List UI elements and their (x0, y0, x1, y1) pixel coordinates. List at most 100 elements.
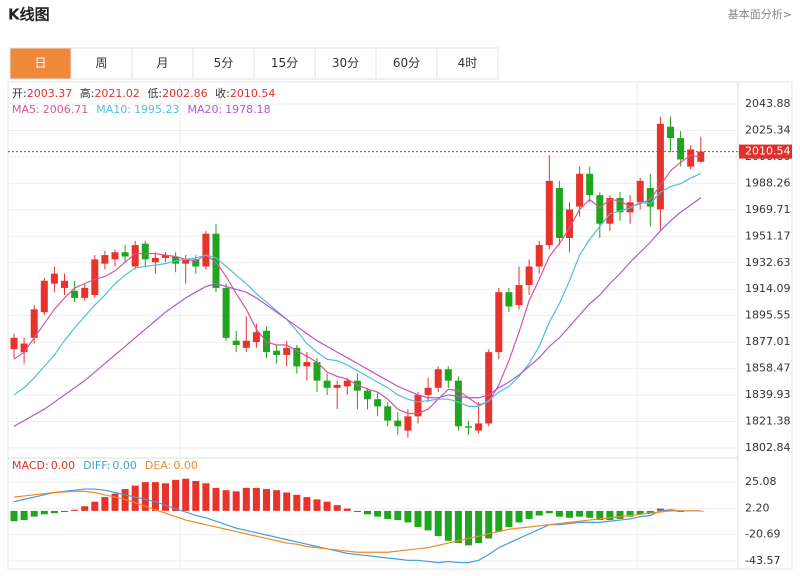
y-tick-label: -20.69 (745, 528, 780, 541)
macd-bar (20, 510, 28, 521)
ma-legend: MA5: 2006.71 MA10: 1995.23 MA20: 1978.18 (12, 103, 271, 116)
candle-body (323, 380, 331, 388)
period-tabs: 日 周 月 5分 15分 30分 60分 4时 (9, 47, 499, 80)
info-value: 2002.86 (162, 87, 208, 100)
macd-bar (586, 510, 594, 518)
candle-body (50, 273, 58, 284)
macd-value: 0.00 (112, 459, 137, 472)
ma-name: MA5: (12, 103, 40, 116)
candle-body (61, 280, 68, 288)
candle-body (293, 347, 301, 367)
macd-bar (404, 510, 412, 523)
macd-value: 0.00 (173, 459, 198, 472)
macd-bar (71, 509, 79, 511)
candle-body (626, 202, 634, 213)
macd-value: 0.00 (51, 459, 76, 472)
candle-body (454, 380, 462, 427)
candle-body (606, 198, 614, 224)
tab-label[interactable]: 60分 (393, 56, 420, 70)
macd-bar (414, 510, 422, 527)
candle-body (505, 292, 513, 307)
macd-bar (222, 490, 230, 511)
tab[interactable] (9, 47, 72, 80)
candle-body (303, 362, 311, 367)
macd-bar (475, 510, 483, 544)
candle-body (495, 292, 503, 353)
macd-bar (293, 494, 301, 511)
candle-body (616, 198, 624, 213)
tab[interactable] (436, 47, 499, 80)
macd-bar (212, 487, 220, 511)
tab-label[interactable]: 15分 (271, 56, 298, 70)
y-tick-label: 1969.71 (745, 203, 791, 216)
candle-body (353, 380, 361, 391)
macd-bar (91, 501, 99, 511)
macd-bar (566, 510, 573, 518)
candle-body (444, 369, 452, 381)
y-tick-label: 1895.55 (745, 309, 791, 322)
macd-bar (505, 510, 513, 527)
y-tick-label: 1821.38 (745, 414, 791, 427)
candle-body (656, 123, 664, 210)
tab-label[interactable]: 日 (34, 56, 46, 70)
macd-bar (555, 510, 563, 517)
macd-bar (182, 478, 190, 511)
candle-body (596, 195, 604, 224)
info-value: 2021.02 (94, 87, 140, 100)
ohlc-info: 开:2003.37 高:2021.02 低:2002.86 收:2010.54 (12, 86, 275, 100)
y-tick-label: 1802.84 (745, 441, 791, 454)
tab-label[interactable]: 5分 (214, 56, 234, 70)
macd-bar (616, 510, 624, 519)
candle-body (384, 406, 392, 421)
dea-line (13, 490, 701, 553)
candle-body (414, 394, 422, 417)
candle-body (475, 423, 483, 431)
candle-body (20, 343, 28, 353)
ma-line (13, 154, 701, 415)
macd-legend: MACD: 0.00 DIFF: 0.00 DEA: 0.00 (12, 459, 198, 472)
tab-label[interactable]: 4时 (458, 56, 478, 70)
y-tick-label: -43.57 (745, 554, 780, 567)
macd-bar (313, 499, 321, 511)
macd-bar (131, 485, 139, 511)
candle-body (374, 399, 382, 407)
y-tick-label: 25.08 (745, 475, 777, 488)
candle-body (182, 259, 190, 264)
candle-body (576, 173, 584, 207)
candle-body (343, 380, 351, 387)
y-tick-label: 2025.34 (745, 123, 791, 136)
macd-bar (263, 489, 270, 511)
candle-body (485, 352, 493, 424)
candle-body (636, 180, 644, 203)
y-tick-label: 1914.09 (745, 282, 791, 295)
ma-value: 2006.71 (43, 103, 89, 116)
candle-body (566, 209, 573, 238)
info-label: 高: (80, 86, 95, 100)
macd-bar (283, 492, 291, 511)
tab-label[interactable]: 周 (95, 56, 107, 70)
candle-body (687, 149, 695, 167)
ma-value: 1995.23 (134, 103, 180, 116)
macd-bar (232, 491, 240, 511)
candle-body (162, 255, 169, 258)
y-tick-label: 2.20 (745, 501, 770, 514)
macd-name: DIFF: (83, 459, 110, 472)
tab-label[interactable]: 30分 (332, 56, 359, 70)
candle-body (515, 285, 523, 306)
candle-body (172, 256, 180, 264)
fundamental-link[interactable]: 基本面分析> (728, 7, 792, 21)
macd-bar (636, 510, 644, 515)
macd-bar (141, 482, 149, 511)
ma-name: MA20: (187, 103, 222, 116)
macd-name: DEA: (145, 459, 171, 472)
y-tick-label: 1877.01 (745, 335, 791, 348)
candle-body (71, 290, 79, 298)
widget-title: K线图 (8, 6, 50, 24)
macd-bar (343, 508, 351, 511)
info-label: 收: (215, 86, 230, 100)
candle-body (404, 416, 412, 431)
macd-bar (535, 510, 543, 516)
tab[interactable] (70, 47, 133, 80)
macd-bar (434, 510, 442, 537)
tab-label[interactable]: 月 (156, 56, 168, 70)
